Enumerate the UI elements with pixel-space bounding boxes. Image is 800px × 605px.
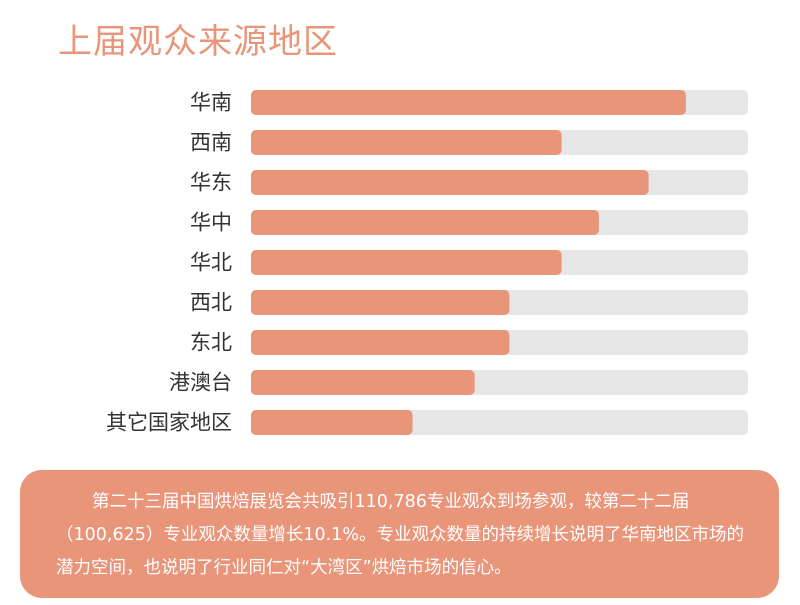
category-label: 华东 bbox=[190, 171, 232, 195]
bar-7 bbox=[251, 370, 475, 395]
summary-note: 第二十三届中国烘焙展览会共吸引110,786专业观众到场参观，较第二十二届（10… bbox=[20, 470, 779, 598]
bar-4 bbox=[251, 250, 562, 275]
category-label: 其它国家地区 bbox=[106, 411, 232, 435]
category-label: 华南 bbox=[190, 91, 232, 115]
bar-3 bbox=[251, 210, 599, 235]
bar-1 bbox=[251, 130, 562, 155]
bar-6 bbox=[251, 330, 510, 355]
category-label: 华中 bbox=[190, 211, 232, 235]
category-label: 港澳台 bbox=[169, 371, 232, 395]
bar-0 bbox=[251, 90, 686, 115]
category-label: 华北 bbox=[190, 251, 232, 275]
summary-note-text: 第二十三届中国烘焙展览会共吸引110,786专业观众到场参观，较第二十二届（10… bbox=[56, 492, 744, 578]
bar-8 bbox=[251, 410, 413, 435]
category-label: 东北 bbox=[190, 331, 232, 355]
chart-title: 上届观众来源地区 bbox=[58, 22, 338, 62]
bar-2 bbox=[251, 170, 649, 195]
category-label: 西北 bbox=[190, 291, 232, 315]
bar-5 bbox=[251, 290, 510, 315]
category-label: 西南 bbox=[190, 131, 232, 155]
